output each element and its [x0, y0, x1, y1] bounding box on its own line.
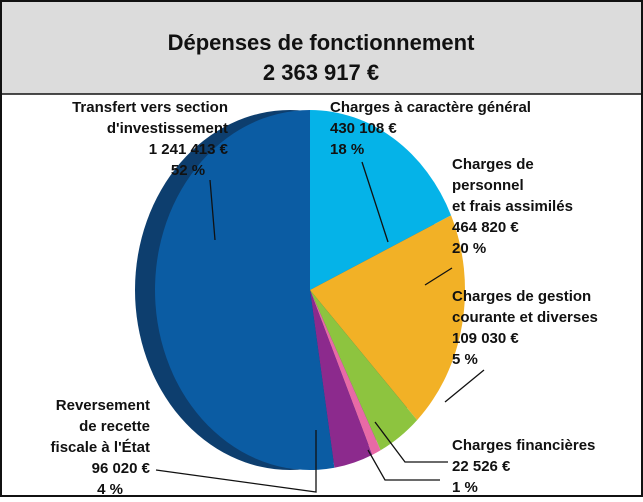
percent-label: 20 % [452, 240, 486, 257]
pie [155, 110, 465, 470]
value-label: 22 526 € [452, 458, 511, 475]
value-label: 109 030 € [452, 330, 519, 347]
value-label: 464 820 € [452, 219, 519, 236]
pie-slice [155, 110, 335, 470]
leader-line [155, 430, 317, 493]
slice-label: d'investissement [107, 120, 228, 137]
percent-label: 1 % [452, 479, 478, 496]
leader-line [209, 179, 216, 241]
slice-label: Transfert vers section [72, 99, 228, 116]
slice-label: Charges de [452, 156, 534, 173]
slice-label: Charges de gestion [452, 288, 591, 305]
pie-slice [310, 215, 465, 421]
slice-label: de recette [79, 418, 150, 435]
total: 2 363 917 € [263, 60, 379, 85]
pie-slice [310, 290, 373, 468]
leader-line [374, 421, 448, 463]
leader-line [424, 267, 453, 286]
pie-slice [310, 290, 418, 451]
value-label: 430 108 € [330, 120, 397, 137]
slice-label: Charges financières [452, 437, 595, 454]
slice-label: et frais assimilés [452, 198, 573, 215]
percent-label: 18 % [330, 141, 364, 158]
header [2, 2, 641, 94]
slice-label: fiscale à l'État [51, 439, 150, 456]
leader-line [367, 449, 440, 481]
percent-label: 52 % [171, 162, 205, 179]
pie-slice [310, 110, 452, 290]
value-label: 96 020 € [92, 460, 151, 477]
value-label: 1 241 413 € [149, 141, 229, 158]
pie-slice [310, 290, 381, 455]
slice-label: courante et diverses [452, 309, 598, 326]
leader-lines [155, 161, 485, 493]
slice-label: Reversement [56, 397, 150, 414]
percent-label: 4 % [97, 481, 123, 497]
percent-label: 5 % [452, 351, 478, 368]
chart-title: Dépenses de fonctionnement [168, 30, 476, 55]
slice-label: personnel [452, 177, 524, 194]
leader-line [444, 369, 485, 403]
leader-line [361, 161, 389, 243]
slice-label: Charges à caractère général [330, 99, 531, 116]
